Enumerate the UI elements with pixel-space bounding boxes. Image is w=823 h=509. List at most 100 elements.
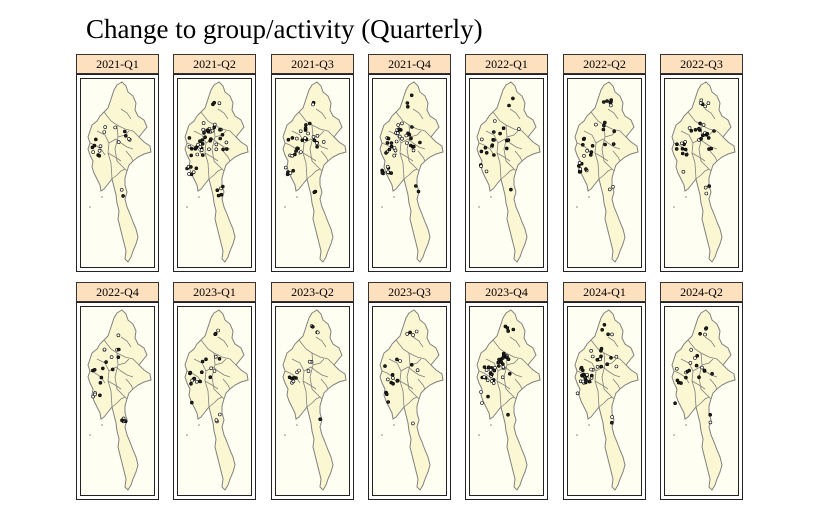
region-boundary (400, 366, 426, 378)
event-point (588, 153, 593, 157)
event-point (601, 127, 606, 132)
event-point (208, 375, 213, 379)
panel-label: 2021-Q3 (271, 54, 354, 74)
event-point (190, 400, 194, 405)
region-boundary (598, 168, 613, 180)
event-point (97, 154, 102, 158)
event-point (689, 348, 694, 352)
region-boundary (208, 168, 223, 180)
panel-frame (660, 74, 743, 272)
myanmar-map (379, 309, 444, 491)
event-point (590, 144, 595, 148)
event-point (199, 148, 204, 152)
region-boundary (217, 336, 229, 348)
event-point (188, 370, 193, 375)
event-point (217, 101, 222, 106)
event-point (701, 123, 706, 127)
map-panel-2023-Q3: 2023-Q3 (368, 282, 451, 500)
panel-frame (76, 302, 159, 500)
event-point (200, 153, 205, 157)
event-point (506, 138, 511, 142)
panel-label: 2024-Q2 (660, 282, 743, 302)
event-point (297, 368, 301, 373)
event-point (674, 147, 679, 151)
region-boundary (601, 124, 615, 172)
event-point (516, 127, 521, 131)
event-point (509, 187, 513, 192)
event-point (699, 98, 704, 103)
event-point (479, 390, 483, 394)
event-point (709, 146, 714, 151)
event-point (119, 188, 124, 192)
event-point (386, 136, 391, 141)
event-point (681, 169, 686, 174)
region-boundary (388, 358, 405, 408)
event-point (91, 394, 95, 399)
region-boundary (120, 336, 132, 348)
region-boundary (114, 352, 128, 400)
island (89, 434, 91, 436)
region-boundary (492, 339, 529, 366)
panel-frame (563, 302, 646, 500)
event-point (103, 125, 108, 129)
event-point (120, 418, 124, 423)
region-boundary (417, 150, 426, 162)
event-point (389, 141, 394, 145)
region-boundary (496, 152, 511, 162)
event-point (700, 365, 704, 370)
event-point (113, 125, 118, 130)
chart-title: Change to group/activity (Quarterly) (86, 14, 483, 44)
event-point (501, 365, 506, 369)
event-point (511, 327, 516, 332)
region-boundary (607, 108, 619, 120)
region-boundary (125, 378, 134, 390)
event-point (504, 146, 509, 151)
event-point (203, 135, 207, 140)
event-point (312, 138, 317, 143)
event-point (712, 129, 716, 133)
island (186, 206, 188, 208)
panel-frame (465, 74, 548, 272)
region-boundary (417, 378, 426, 390)
event-point (683, 147, 688, 152)
island (393, 196, 395, 198)
event-point (575, 391, 580, 396)
region-boundary (500, 168, 515, 180)
event-point (306, 369, 311, 373)
region-boundary (312, 358, 325, 366)
myanmar-map (184, 81, 249, 263)
region-boundary (320, 150, 329, 162)
event-point (498, 131, 502, 136)
event-point (405, 332, 410, 336)
event-point (315, 330, 320, 335)
event-point (492, 153, 496, 157)
event-point (599, 346, 604, 351)
myanmar-map (671, 309, 736, 491)
island (673, 206, 675, 208)
event-point (387, 147, 392, 152)
region-boundary (687, 339, 724, 366)
event-point (294, 136, 299, 141)
event-point (599, 364, 604, 369)
event-point (385, 392, 389, 396)
region-boundary (320, 378, 329, 390)
region-boundary (612, 150, 621, 162)
event-point (199, 370, 204, 374)
event-point (694, 363, 699, 368)
event-point (98, 144, 103, 148)
island (381, 434, 383, 436)
event-point (384, 151, 388, 155)
event-point (594, 122, 598, 127)
region-boundary (222, 378, 231, 390)
region-boundary (284, 142, 301, 156)
island (198, 196, 200, 198)
map-area (80, 306, 155, 496)
region-boundary (315, 336, 327, 348)
map-area (664, 306, 739, 496)
panel-frame (660, 302, 743, 500)
event-point (409, 362, 414, 367)
panel-frame (563, 74, 646, 272)
panel-label: 2022-Q3 (660, 54, 743, 74)
island (284, 206, 286, 208)
event-point (224, 147, 229, 151)
